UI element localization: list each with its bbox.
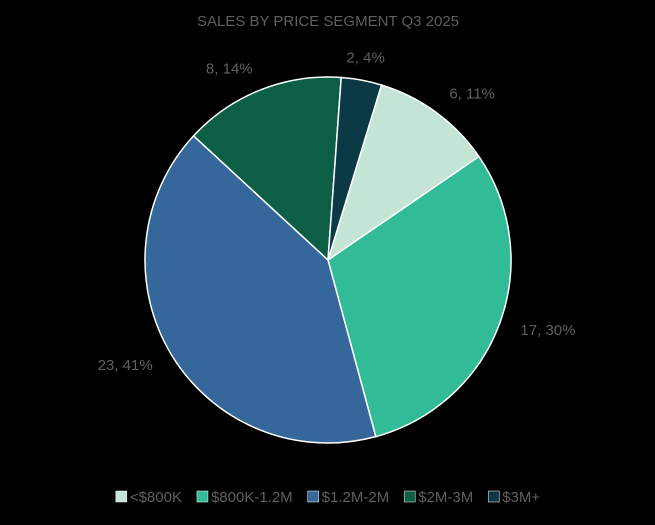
legend-swatch — [307, 490, 319, 503]
data-label: 8, 14% — [206, 60, 253, 77]
pie-slice — [327, 155, 512, 438]
legend-swatch — [115, 490, 128, 503]
legend-label: $800K-1.2M — [211, 489, 293, 506]
pie-slice — [326, 84, 480, 262]
pie-slice — [327, 76, 383, 261]
data-label: 2, 4% — [346, 49, 384, 66]
legend-swatch — [196, 490, 209, 503]
legend-label: $3M+ — [502, 489, 540, 506]
pie-slice — [144, 134, 377, 444]
legend-swatch — [487, 490, 500, 503]
legend-swatch — [403, 490, 416, 503]
data-label: 23, 41% — [98, 357, 153, 374]
chart-title: SALES BY PRICE SEGMENT Q3 2025 — [197, 13, 459, 30]
legend-label: <$800K — [130, 489, 182, 506]
pie-slice — [192, 76, 343, 262]
legend-label: $2M-3M — [418, 489, 473, 506]
legend-label: $1.2M-2M — [322, 489, 390, 506]
data-label: 6, 11% — [449, 86, 495, 103]
data-label: 17, 30% — [520, 322, 575, 339]
